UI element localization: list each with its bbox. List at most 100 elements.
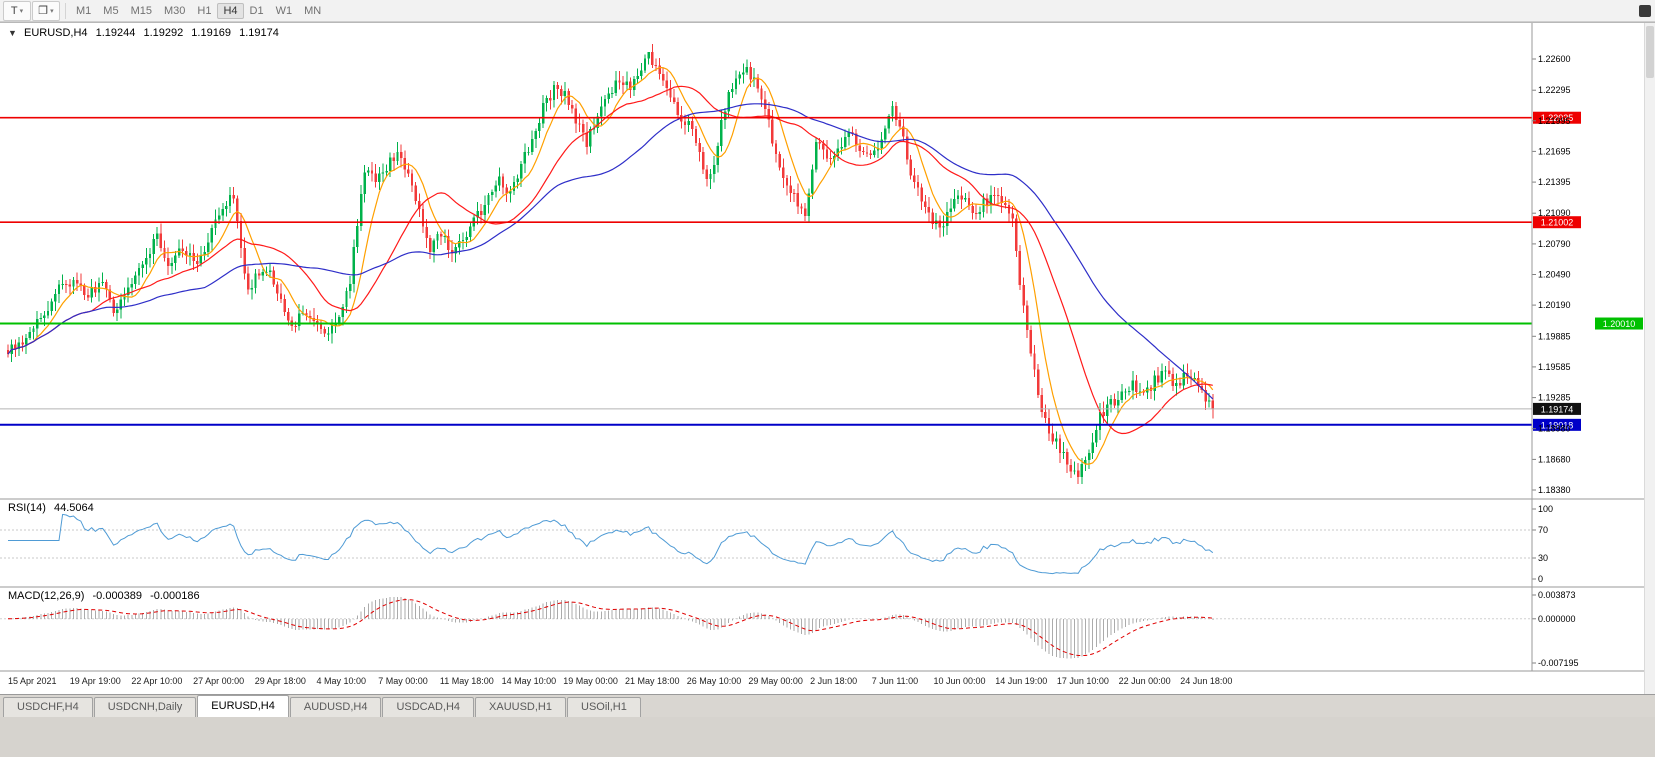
macd-main-value: -0.000389 — [92, 590, 143, 602]
timeframe-button-m30[interactable]: M30 — [163, 4, 186, 17]
macd-signal-value: -0.000186 — [150, 590, 200, 602]
svg-text:7 May 00:00: 7 May 00:00 — [378, 676, 428, 686]
svg-text:24 Jun 18:00: 24 Jun 18:00 — [1180, 676, 1232, 686]
tab-audusd-h4[interactable]: AUDUSD,H4 — [289, 697, 382, 717]
tab-usdchf-h4[interactable]: USDCHF,H4 — [3, 697, 93, 717]
timeframe-button-d1[interactable]: D1 — [249, 4, 264, 17]
timeframe-button-mn[interactable]: MN — [304, 4, 322, 17]
tab-label: USDCHF,H4 — [17, 701, 79, 713]
collapse-arrow-icon[interactable]: ▼ — [8, 28, 17, 38]
svg-text:10 Jun 00:00: 10 Jun 00:00 — [934, 676, 986, 686]
svg-text:2 Jun 18:00: 2 Jun 18:00 — [810, 676, 857, 686]
high-value: 1.19292 — [143, 27, 184, 39]
svg-text:1.18380: 1.18380 — [1538, 485, 1571, 495]
svg-text:1.21995: 1.21995 — [1538, 116, 1571, 126]
svg-text:0.000000: 0.000000 — [1538, 614, 1576, 624]
svg-text:22 Apr 10:00: 22 Apr 10:00 — [131, 676, 182, 686]
svg-text:15 Apr 2021: 15 Apr 2021 — [8, 676, 57, 686]
tab-label: USDCAD,H4 — [396, 701, 461, 713]
svg-text:7 Jun 11:00: 7 Jun 11:00 — [872, 676, 918, 686]
tab-usoil-h1[interactable]: USOil,H1 — [567, 697, 641, 717]
svg-text:29 May 00:00: 29 May 00:00 — [748, 676, 803, 686]
toolbar-separator — [65, 2, 66, 19]
window-control-button[interactable] — [1639, 4, 1651, 17]
svg-text:26 May 10:00: 26 May 10:00 — [687, 676, 742, 686]
svg-text:14 Jun 19:00: 14 Jun 19:00 — [995, 676, 1047, 686]
svg-text:4 May 10:00: 4 May 10:00 — [317, 676, 367, 686]
svg-text:30: 30 — [1538, 553, 1548, 563]
timeframe-button-w1[interactable]: W1 — [275, 4, 293, 17]
top-toolbar: T ▾ ❐ ▾ M1 M5 M15 M30 H1 H4 D1 W1 MN — [0, 0, 1655, 22]
svg-text:1.20490: 1.20490 — [1538, 270, 1571, 280]
svg-text:0.003873: 0.003873 — [1538, 590, 1576, 600]
svg-text:19 Apr 19:00: 19 Apr 19:00 — [70, 676, 121, 686]
chevron-down-icon: ▾ — [50, 7, 54, 15]
price-chart-canvas[interactable]: 1.22025 1.21002 1.20010 1.19018 1.19174 1.226… — [0, 23, 1645, 695]
rsi-value: 44.5064 — [53, 502, 94, 514]
chart-ohlc-header: ▼ EURUSD,H4 1.19244 1.19292 1.19169 1.19… — [8, 27, 284, 39]
svg-text:1.19285: 1.19285 — [1538, 393, 1571, 403]
svg-text:1.19885: 1.19885 — [1538, 331, 1571, 341]
svg-text:1.22025: 1.22025 — [1541, 113, 1574, 123]
tab-label: EURUSD,H4 — [211, 700, 275, 712]
svg-text:1.19018: 1.19018 — [1541, 420, 1574, 430]
timeframe-button-m5[interactable]: M5 — [103, 4, 119, 17]
tab-xauusd-h1[interactable]: XAUUSD,H1 — [475, 697, 566, 717]
objects-tool-button[interactable]: ❐ ▾ — [32, 0, 60, 21]
svg-text:27 Apr 00:00: 27 Apr 00:00 — [193, 676, 244, 686]
tab-label: AUDUSD,H4 — [303, 701, 368, 713]
svg-text:100: 100 — [1538, 504, 1553, 514]
tab-label: USOil,H1 — [581, 701, 627, 713]
close-value: 1.19174 — [239, 27, 279, 39]
chevron-down-icon: ▾ — [19, 7, 24, 15]
window-background — [0, 717, 1655, 757]
svg-text:-0.007195: -0.007195 — [1538, 658, 1579, 668]
svg-text:1.21395: 1.21395 — [1538, 177, 1571, 187]
vertical-scrollbar[interactable] — [1644, 23, 1655, 695]
svg-text:1.21002: 1.21002 — [1541, 218, 1574, 228]
timeframe-button-h1[interactable]: H1 — [197, 4, 212, 17]
macd-name: MACD(12,26,9) — [8, 590, 85, 602]
svg-text:11 May 18:00: 11 May 18:00 — [440, 676, 494, 686]
svg-text:22 Jun 00:00: 22 Jun 00:00 — [1119, 676, 1171, 686]
svg-text:1.21090: 1.21090 — [1538, 208, 1571, 218]
svg-text:14 May 10:00: 14 May 10:00 — [502, 676, 557, 686]
svg-text:1.21695: 1.21695 — [1538, 146, 1571, 156]
svg-text:21 May 18:00: 21 May 18:00 — [625, 676, 680, 686]
svg-text:1.20010: 1.20010 — [1603, 319, 1636, 329]
open-value: 1.19244 — [95, 27, 136, 39]
low-value: 1.19169 — [191, 27, 232, 39]
rsi-indicator-label: RSI(14) 44.5064 — [8, 502, 99, 514]
svg-text:1.18980: 1.18980 — [1538, 424, 1571, 434]
svg-text:19 May 00:00: 19 May 00:00 — [563, 676, 618, 686]
svg-text:1.18680: 1.18680 — [1538, 454, 1571, 464]
svg-text:1.19174: 1.19174 — [1541, 404, 1574, 414]
svg-text:1.22600: 1.22600 — [1538, 54, 1571, 64]
timeframe-button-m1[interactable]: M1 — [76, 4, 92, 17]
timeframe-button-h4[interactable]: H4 — [217, 2, 244, 19]
timeframe-button-m15[interactable]: M15 — [130, 4, 152, 17]
svg-text:1.19585: 1.19585 — [1538, 362, 1571, 372]
svg-text:17 Jun 10:00: 17 Jun 10:00 — [1057, 676, 1109, 686]
tab-eurusd-h4[interactable]: EURUSD,H4 — [197, 695, 289, 717]
svg-text:70: 70 — [1538, 525, 1548, 535]
chart-tabs-bar: USDCHF,H4 USDCNH,Daily EURUSD,H4 AUDUSD,… — [0, 694, 1655, 717]
svg-text:29 Apr 18:00: 29 Apr 18:00 — [255, 676, 306, 686]
symbol-period-label: EURUSD,H4 — [23, 27, 88, 39]
tab-label: XAUUSD,H1 — [489, 701, 552, 713]
svg-text:1.22295: 1.22295 — [1538, 85, 1571, 95]
svg-text:1.20190: 1.20190 — [1538, 300, 1571, 310]
text-tool-button[interactable]: T ▾ — [3, 0, 31, 21]
macd-indicator-label: MACD(12,26,9) -0.000389 -0.000186 — [8, 590, 205, 602]
tab-usdcnh-daily[interactable]: USDCNH,Daily — [93, 697, 197, 717]
chart-window: 1.22025 1.21002 1.20010 1.19018 1.19174 1.226… — [0, 22, 1655, 695]
scrollbar-thumb[interactable] — [1646, 26, 1654, 78]
objects-tool-icon: ❐ — [38, 5, 49, 17]
rsi-name: RSI(14) — [8, 502, 46, 514]
tab-label: USDCNH,Daily — [107, 701, 183, 713]
svg-text:0: 0 — [1538, 574, 1543, 584]
svg-text:1.20790: 1.20790 — [1538, 239, 1571, 249]
tab-usdcad-h4[interactable]: USDCAD,H4 — [382, 697, 475, 717]
text-tool-icon: T — [10, 4, 18, 17]
